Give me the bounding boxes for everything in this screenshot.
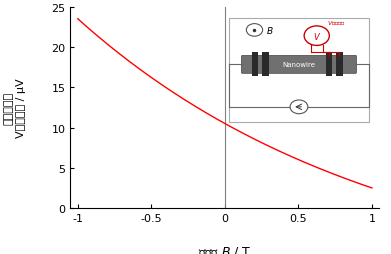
Text: 測定電圧，
V垂直方向 / μV: 測定電圧， V垂直方向 / μV <box>4 78 25 138</box>
Text: 磁場， $B$ / T: 磁場， $B$ / T <box>198 244 251 254</box>
